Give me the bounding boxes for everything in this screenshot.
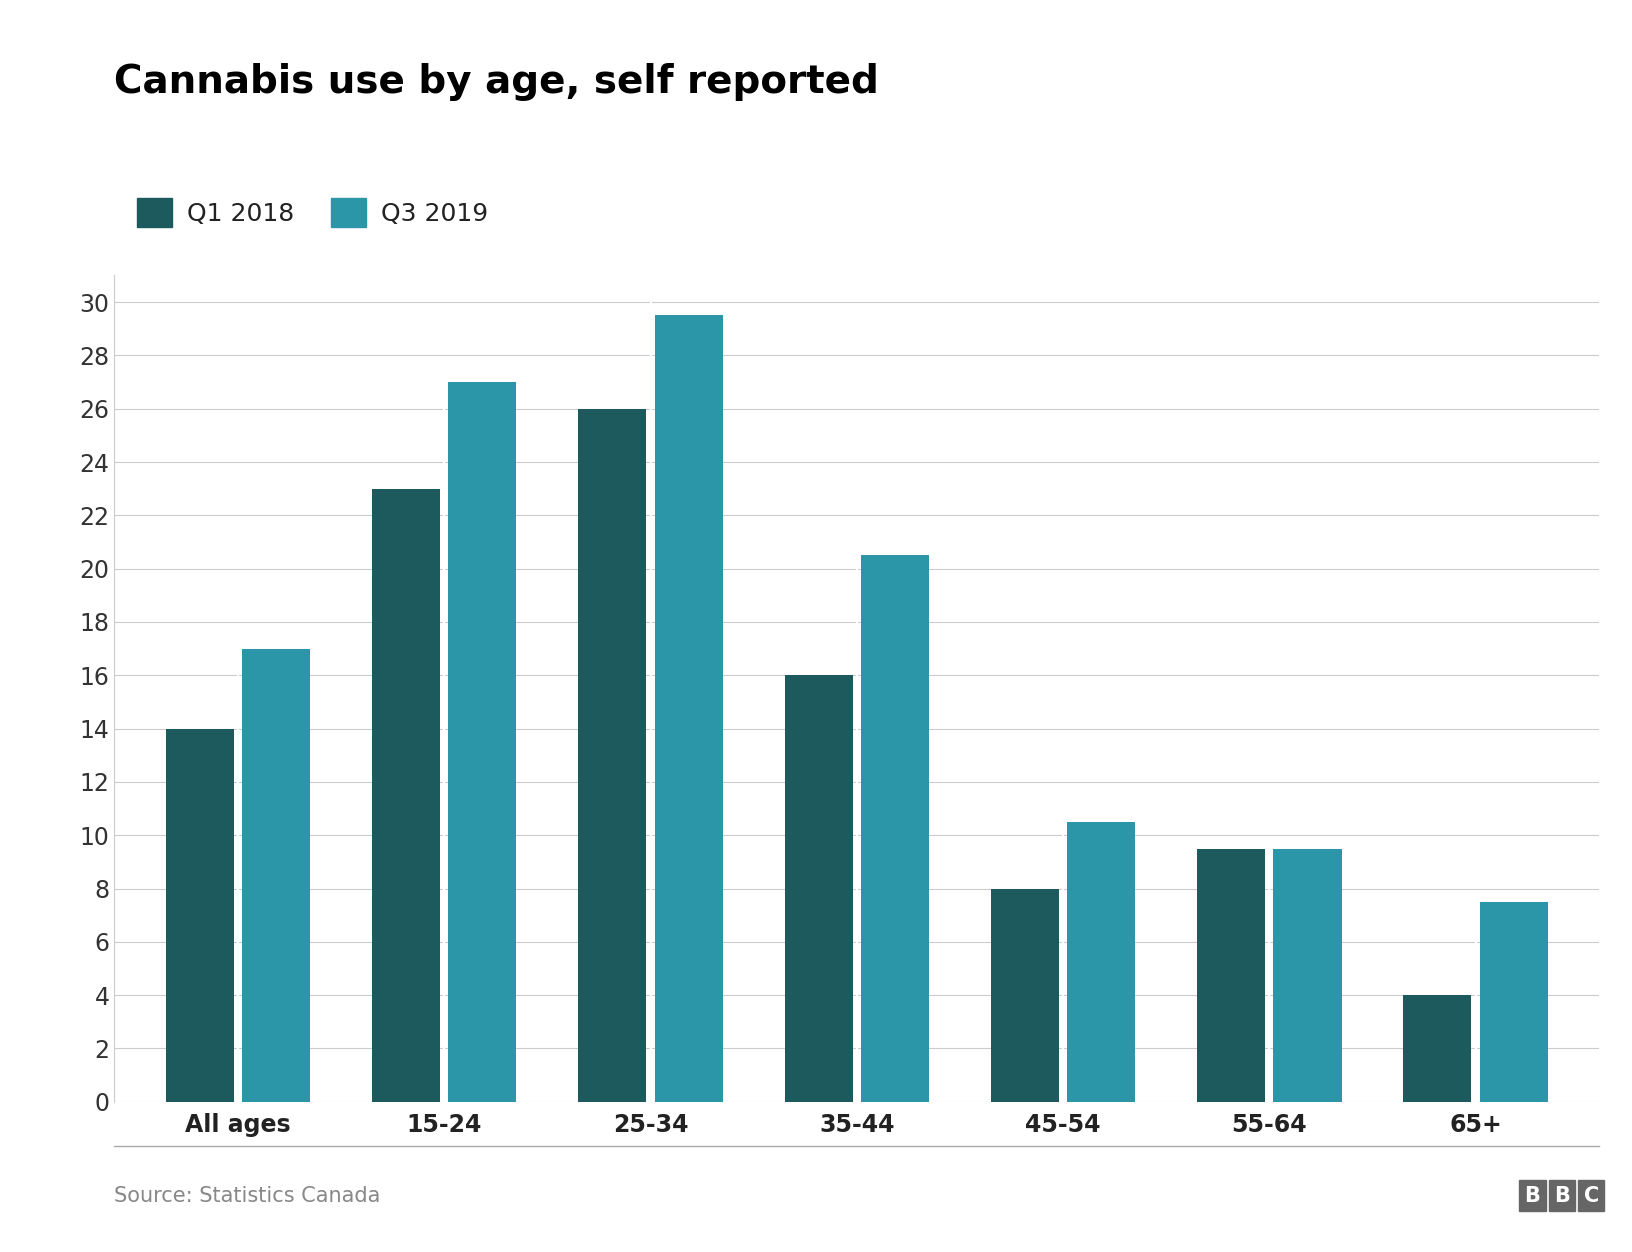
Text: B: B <box>1524 1186 1541 1206</box>
Bar <box>372 488 441 1102</box>
Text: Cannabis use by age, self reported: Cannabis use by age, self reported <box>114 63 880 100</box>
Bar <box>242 649 310 1102</box>
Legend: Q1 2018, Q3 2019: Q1 2018, Q3 2019 <box>127 188 499 237</box>
Text: Source: Statistics Canada: Source: Statistics Canada <box>114 1186 380 1206</box>
Bar <box>1480 901 1547 1102</box>
Bar <box>1273 849 1342 1102</box>
Bar <box>1404 995 1472 1102</box>
Bar <box>449 382 516 1102</box>
Bar <box>654 316 723 1102</box>
Bar <box>991 889 1059 1102</box>
Text: C: C <box>1583 1186 1599 1206</box>
Bar <box>862 556 929 1102</box>
Bar <box>1198 849 1265 1102</box>
Bar <box>1067 821 1136 1102</box>
Bar <box>785 675 852 1102</box>
Bar <box>578 408 646 1102</box>
Bar <box>166 729 233 1102</box>
Text: B: B <box>1554 1186 1570 1206</box>
